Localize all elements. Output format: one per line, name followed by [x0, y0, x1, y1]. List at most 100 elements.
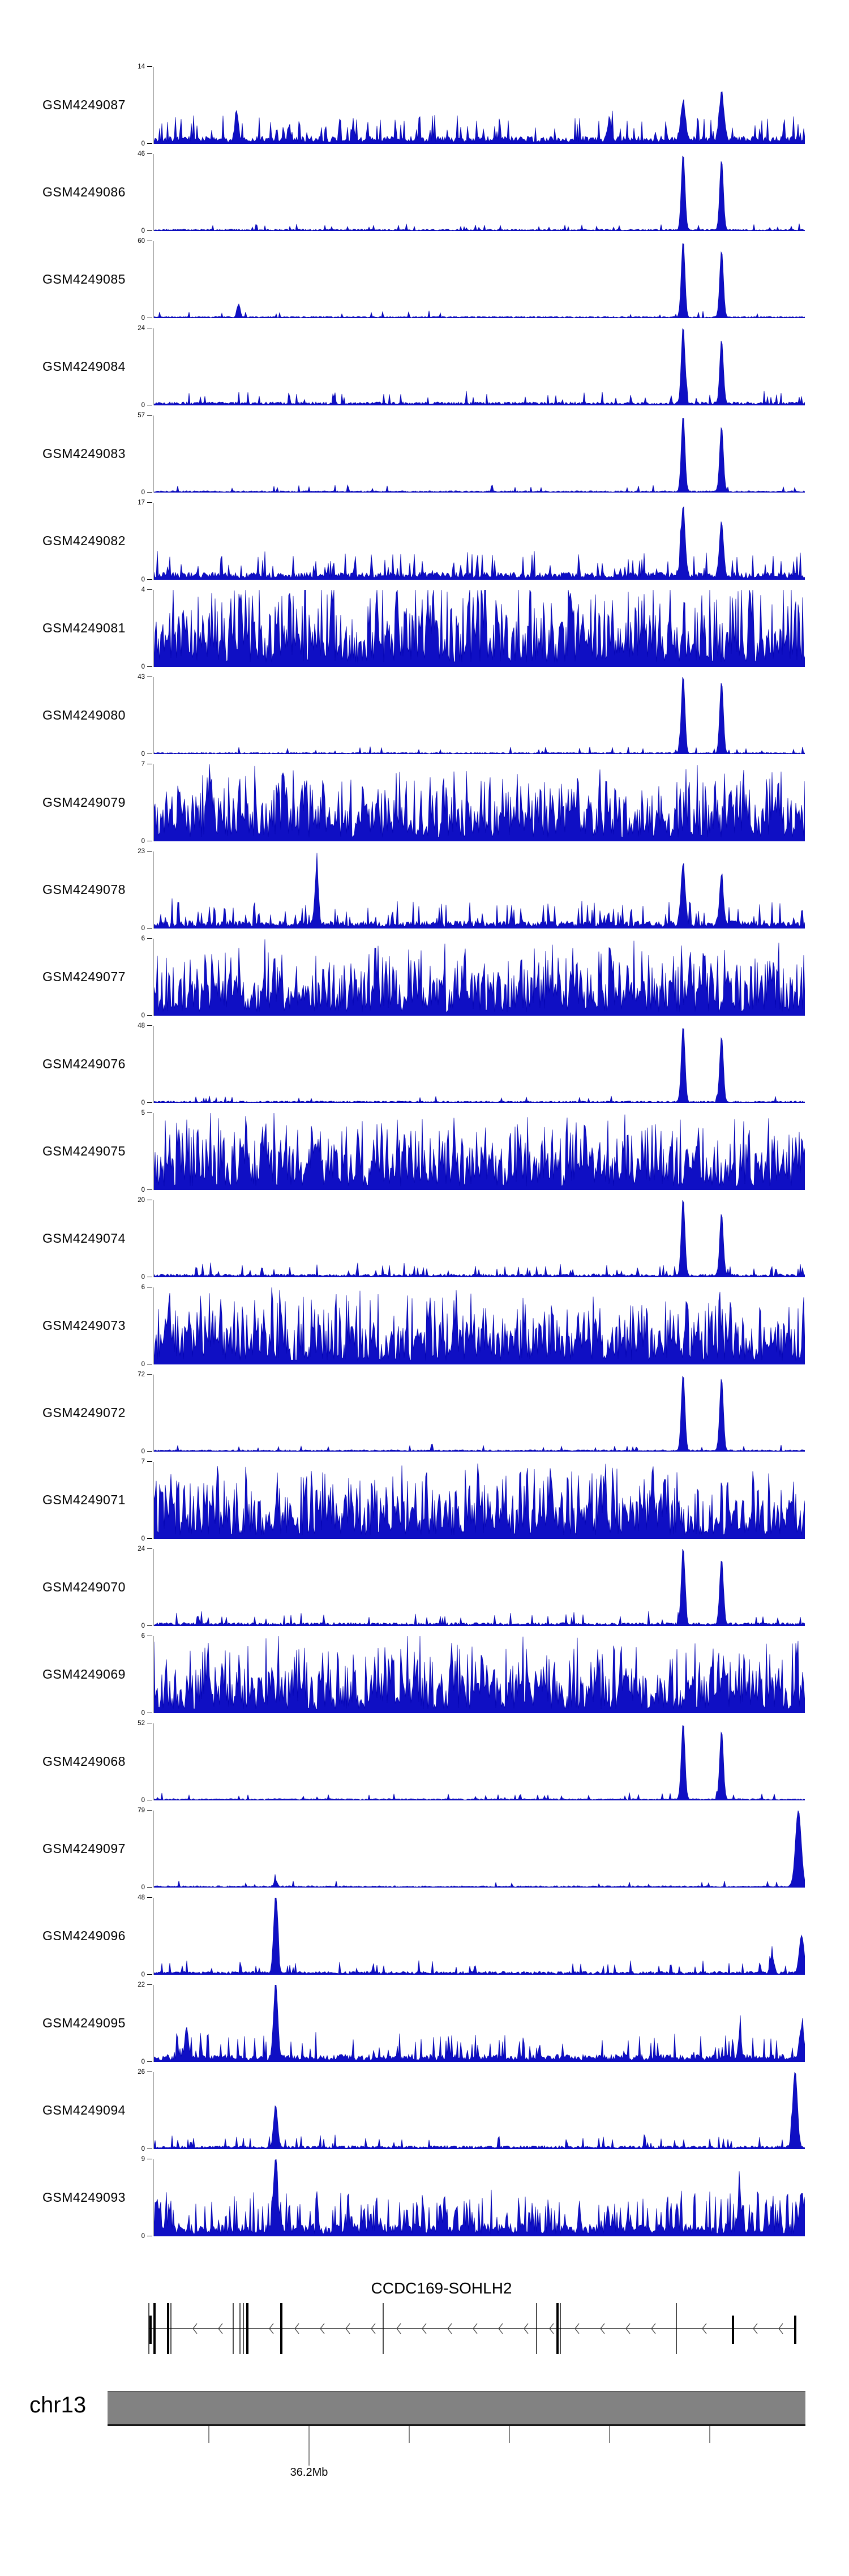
y-axis-zero-label: 0: [141, 315, 145, 322]
coverage-signal-path: [154, 2159, 805, 2236]
y-axis-max-label: 48: [138, 1022, 145, 1029]
coverage-signal-path: [154, 853, 805, 928]
sample-label: GSM4249075: [42, 1144, 126, 1158]
y-axis-zero-tick: [147, 143, 152, 144]
coverage-signal-area: [154, 91, 805, 144]
y-axis-zero-tick: [147, 230, 152, 231]
coverage-signal-area: [154, 1376, 805, 1452]
gene-model-track: [148, 2303, 796, 2354]
chromosome-name-label: chr13: [29, 2393, 87, 2417]
sample-label: GSM4249078: [42, 882, 126, 897]
sample-label: GSM4249072: [42, 1405, 126, 1420]
signal-track: GSM4249068 52 0: [42, 1720, 805, 1804]
coverage-signal-area: [154, 2072, 805, 2149]
y-axis-max-label: 14: [138, 63, 145, 70]
coverage-signal-area: [154, 418, 805, 493]
sample-label: GSM4249070: [42, 1580, 126, 1594]
y-axis-top-tick: [147, 66, 152, 67]
signal-track: GSM4249077 6 0: [42, 935, 805, 1019]
y-axis-max-label: 79: [138, 1807, 145, 1814]
coverage-signal-area: [154, 243, 805, 318]
y-axis-max-label: 6: [141, 1284, 145, 1291]
coverage-signal-path: [154, 677, 805, 754]
coverage-signal-path: [154, 1985, 805, 2062]
coverage-signal-path: [154, 1464, 805, 1539]
y-axis-zero-label: 0: [141, 1099, 145, 1106]
coverage-signal-area: [154, 506, 805, 580]
y-axis-zero-tick: [147, 491, 152, 493]
y-axis-top-tick: [147, 938, 152, 939]
y-axis-max-label: 43: [138, 674, 145, 681]
y-axis-zero-label: 0: [141, 402, 145, 409]
signal-track: GSM4249075 5 0: [42, 1110, 805, 1193]
y-axis-zero-tick: [147, 1450, 152, 1452]
y-axis-zero-tick: [147, 666, 152, 667]
signal-track: GSM4249086 46 0: [42, 151, 805, 234]
coverage-signal-path: [154, 1287, 805, 1364]
sample-label: GSM4249068: [42, 1754, 126, 1769]
y-axis-max-label: 5: [141, 1110, 145, 1116]
coverage-signal-area: [154, 1549, 805, 1626]
y-axis-zero-label: 0: [141, 2233, 145, 2240]
signal-track: GSM4249079 7 0: [42, 761, 805, 845]
coverage-signal-area: [154, 853, 805, 928]
coverage-signal-path: [154, 155, 805, 231]
coverage-signal-path: [154, 506, 805, 580]
y-axis-max-label: 7: [141, 761, 145, 768]
y-axis-top-tick: [147, 1374, 152, 1375]
y-axis-zero-label: 0: [141, 838, 145, 845]
y-axis-max-label: 26: [138, 2069, 145, 2076]
y-axis-top-tick: [147, 415, 152, 416]
y-axis-max-label: 4: [141, 587, 145, 593]
signal-track: GSM4249094 26 0: [42, 2069, 805, 2153]
coverage-signal-path: [154, 2072, 805, 2149]
coverage-signal-path: [154, 1028, 805, 1103]
y-axis-zero-label: 0: [141, 228, 145, 234]
y-axis-max-label: 20: [138, 1197, 145, 1204]
sample-label: GSM4249079: [42, 795, 126, 810]
y-axis-max-label: 9: [141, 2156, 145, 2163]
signal-track: GSM4249072 72 0: [42, 1371, 805, 1455]
signal-track: GSM4249073 6 0: [42, 1284, 805, 1368]
signal-track: GSM4249071 7 0: [42, 1458, 805, 1542]
coverage-signal-area: [154, 1113, 805, 1190]
y-axis-max-label: 60: [138, 238, 145, 245]
coverage-signal-area: [154, 764, 805, 841]
sample-label: GSM4249074: [42, 1231, 126, 1246]
coverage-signal-area: [154, 1725, 805, 1800]
y-axis-zero-label: 0: [141, 1971, 145, 1978]
coverage-signal-path: [154, 243, 805, 318]
y-axis-zero-tick: [147, 2061, 152, 2062]
signal-track: GSM4249080 43 0: [42, 674, 805, 758]
sample-label: GSM4249086: [42, 185, 126, 199]
y-axis-zero-label: 0: [141, 925, 145, 932]
y-axis-zero-label: 0: [141, 2059, 145, 2065]
sample-label: GSM4249087: [42, 97, 126, 112]
coverage-signal-path: [154, 1898, 805, 1975]
y-axis-top-tick: [147, 589, 152, 590]
sample-label: GSM4249082: [42, 533, 126, 548]
y-axis-zero-tick: [147, 1102, 152, 1103]
sample-label: GSM4249095: [42, 2016, 126, 2030]
signal-track: GSM4249081 4 0: [42, 587, 805, 670]
y-axis-max-label: 22: [138, 1982, 145, 1988]
y-axis-zero-label: 0: [141, 140, 145, 147]
coverage-signal-area: [154, 2159, 805, 2236]
signal-track: GSM4249082 17 0: [42, 499, 805, 583]
sample-label: GSM4249083: [42, 446, 126, 461]
coverage-signal-area: [154, 1811, 805, 1888]
coverage-signal-area: [154, 1898, 805, 1975]
sample-label: GSM4249085: [42, 272, 126, 286]
y-axis-max-label: 57: [138, 412, 145, 419]
sample-label: GSM4249076: [42, 1056, 126, 1071]
coverage-signal-path: [154, 328, 805, 405]
y-axis-zero-label: 0: [141, 1187, 145, 1193]
y-axis-zero-tick: [147, 1625, 152, 1626]
y-axis-zero-label: 0: [141, 1361, 145, 1368]
coverage-signal-area: [154, 1636, 805, 1713]
signal-track: GSM4249087 14 0: [42, 63, 805, 147]
y-axis-max-label: 48: [138, 1894, 145, 1901]
coverage-signal-path: [154, 91, 805, 144]
signal-track: GSM4249085 60 0: [42, 238, 805, 322]
signal-track: GSM4249083 57 0: [42, 412, 805, 496]
